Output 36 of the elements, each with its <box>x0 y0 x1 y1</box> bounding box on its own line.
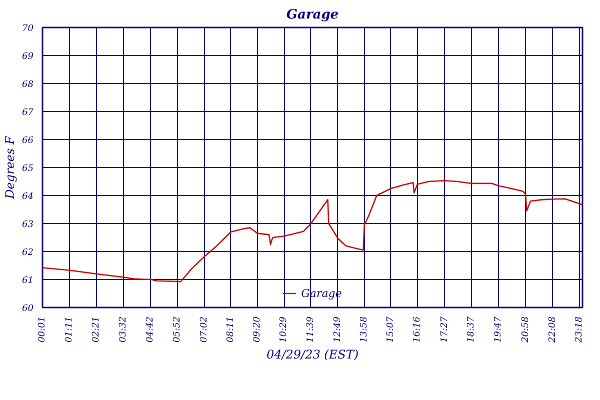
x-tick-label: 17:27 <box>440 316 450 342</box>
y-tick-label: 61 <box>22 276 34 286</box>
x-tick-label: 00:01 <box>38 316 48 342</box>
x-tick-label: 23:18 <box>574 316 585 344</box>
x-axis-title: 04/29/23 (EST) <box>266 347 359 362</box>
x-tick-label: 03:32 <box>118 316 129 342</box>
chart-title: Garage <box>286 8 339 22</box>
x-tick-label: 22:08 <box>548 316 558 344</box>
x-tick-label: 11:39 <box>306 316 316 342</box>
x-tick-label: 12:49 <box>332 316 343 342</box>
y-tick-label: 67 <box>22 108 34 118</box>
x-tick-label: 01:11 <box>64 316 74 342</box>
x-tick-label: 18:37 <box>466 316 477 342</box>
x-tick-label: 08:11 <box>226 316 236 342</box>
y-axis-title: Degrees F <box>3 136 18 200</box>
y-tick-label: 66 <box>22 136 34 146</box>
y-tick-label: 62 <box>22 248 34 258</box>
y-tick-label: 60 <box>22 304 34 314</box>
x-tick-label: 13:58 <box>359 316 370 342</box>
line-series <box>42 180 582 282</box>
y-tick-label: 68 <box>22 80 34 90</box>
y-tick-label: 65 <box>22 164 34 174</box>
x-tick-label: 05:52 <box>172 316 182 342</box>
x-tick-label: 15:07 <box>386 316 396 342</box>
x-tick-label: 09:20 <box>252 316 262 342</box>
x-tick-label: 02:21 <box>91 316 102 342</box>
x-tick-label: 16:16 <box>412 316 422 342</box>
y-tick-label: 63 <box>22 220 34 230</box>
x-tick-label: 19:47 <box>494 316 504 342</box>
y-tick-label: 69 <box>22 52 34 62</box>
x-tick-label: 04:42 <box>146 316 156 342</box>
y-tick-label: 70 <box>22 24 34 34</box>
x-tick-label: 07:02 <box>199 316 210 342</box>
y-tick-label: 64 <box>22 192 34 202</box>
x-tick-label: 20:58 <box>520 316 531 344</box>
x-tick-label: 10:29 <box>279 316 290 342</box>
